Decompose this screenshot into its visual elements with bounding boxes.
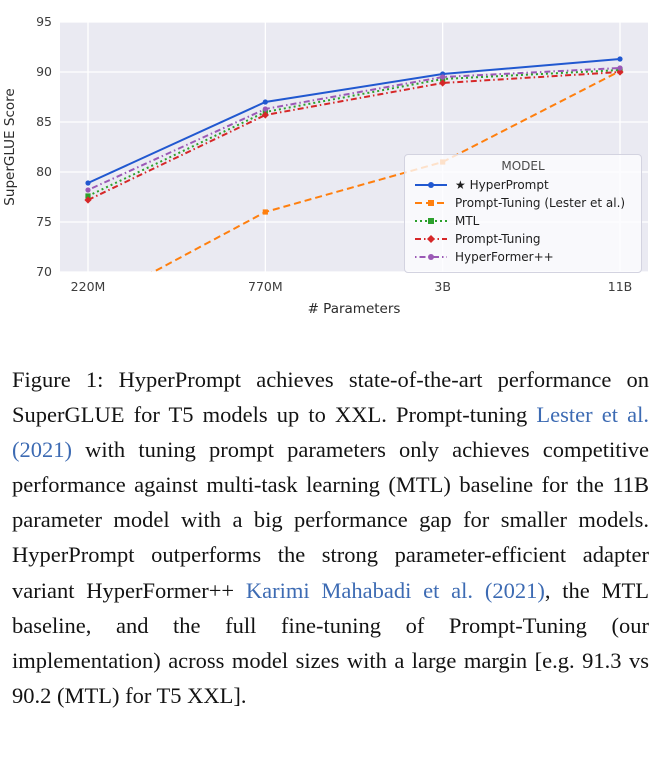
marker-circle [85,187,91,193]
legend-label: HyperFormer++ [455,250,554,264]
superglue-line-chart: 70 75 80 85 90 95 220M 770M 3B 11B # Parameters Sup… [2,14,648,317]
marker-square [85,304,90,309]
y-tick-label: 85 [36,114,52,129]
x-tick-label: 770M [248,279,283,294]
series-line-0 [87,58,621,184]
figure-chart: 70 75 80 85 90 95 220M 770M 3B 11B # Parameters Sup… [0,8,661,320]
legend-key-icon [415,200,447,206]
series-line-2 [87,69,621,197]
marker-square [428,218,434,224]
series-line-3 [87,71,621,201]
citation-link[interactable]: Lester et al. (2021) [12,402,649,463]
y-tick-label: 70 [36,264,52,279]
series-group [84,56,624,309]
marker-square [85,193,91,199]
y-axis-label: SuperGLUE Score [2,88,18,205]
legend-key-icon [415,235,447,243]
x-axis-label: # Parameters [308,301,401,317]
marker-diamond [84,196,92,204]
chart-legend: MODEL ★ HyperPrompt Prompt-Tuning (Lester… [404,154,642,273]
caption-text: Figure 1: HyperPrompt achieves state-of-… [12,367,649,428]
series-line-4 [87,67,621,191]
figure-caption: Figure 1: HyperPrompt achieves state-of-… [0,362,661,713]
caption-text: with tuning prompt parameters only achie… [12,437,649,603]
x-tick-label: 3B [434,279,451,294]
marker-square [428,200,434,206]
series-line-1 [151,70,621,272]
x-tick-label: 220M [71,279,106,294]
legend-label: MTL [455,214,480,228]
marker-circle [617,56,623,62]
legend-key-icon [415,254,447,260]
y-tick-label: 75 [36,214,52,229]
marker-diamond [261,111,269,119]
x-tick-label: 11B [608,279,632,294]
marker-diamond [439,79,447,87]
legend-label: ★ HyperPrompt [455,178,549,192]
marker-circle [262,106,268,112]
y-tick-label: 80 [36,164,52,179]
citation-link[interactable]: Karimi Mahabadi et al. (2021) [245,577,545,603]
y-tick-label: 95 [36,14,52,29]
legend-label: Prompt-Tuning [455,232,541,246]
y-tick-label: 90 [36,64,52,79]
marker-circle [428,182,434,188]
marker-circle [262,99,268,105]
marker-circle [617,65,623,71]
marker-diamond [427,235,435,243]
legend-label: Prompt-Tuning (Lester et al.) [455,196,626,210]
legend-key-icon [415,182,447,188]
legend-item: Prompt-Tuning (Lester et al.) [414,194,632,212]
legend-key-icon [415,218,447,224]
legend-item: HyperFormer++ [414,248,632,266]
marker-circle [440,74,446,80]
marker-circle [428,254,434,260]
legend-title: MODEL [501,159,545,173]
caption-text: , the MTL baseline, and the full fine-tu… [12,577,650,708]
legend-item: Prompt-Tuning [414,230,632,248]
marker-square [262,209,268,215]
marker-circle [85,180,91,186]
legend-item: ★ HyperPrompt [414,176,632,194]
legend-item: MTL [414,212,632,230]
